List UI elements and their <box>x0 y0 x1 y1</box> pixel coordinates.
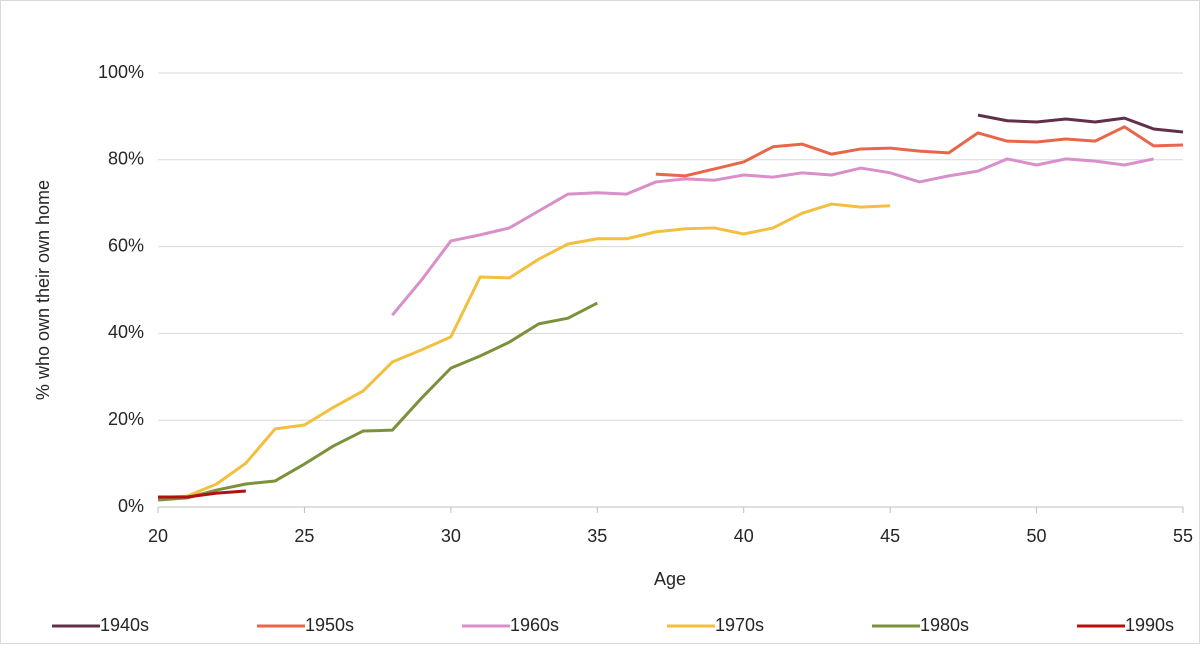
y-tick-label: 80% <box>108 149 144 169</box>
x-tick-label: 20 <box>148 526 168 546</box>
legend-label: 1940s <box>100 615 149 635</box>
series-line <box>655 125 1184 178</box>
series-line <box>391 157 1155 317</box>
x-tick-label: 35 <box>587 526 607 546</box>
series-line <box>977 113 1184 134</box>
y-tick-label: 100% <box>98 62 144 82</box>
x-tick-label: 25 <box>294 526 314 546</box>
y-tick-label: 0% <box>118 496 144 516</box>
series-line <box>157 202 891 500</box>
legend-label: 1980s <box>920 615 969 635</box>
x-tick-label: 50 <box>1027 526 1047 546</box>
x-tick-label: 55 <box>1173 526 1193 546</box>
legend-label: 1990s <box>1125 615 1174 635</box>
y-tick-label: 40% <box>108 322 144 342</box>
legend-label: 1970s <box>715 615 764 635</box>
legend-label: 1950s <box>305 615 354 635</box>
y-tick-label: 20% <box>108 409 144 429</box>
y-axis-label: % who own their own home <box>33 180 53 400</box>
series-line <box>157 301 598 502</box>
series-line <box>158 489 246 499</box>
x-axis-label: Age <box>654 569 686 589</box>
y-tick-label: 60% <box>108 235 144 255</box>
x-tick-label: 40 <box>734 526 754 546</box>
x-tick-label: 45 <box>880 526 900 546</box>
x-tick-label: 30 <box>441 526 461 546</box>
legend-label: 1960s <box>510 615 559 635</box>
